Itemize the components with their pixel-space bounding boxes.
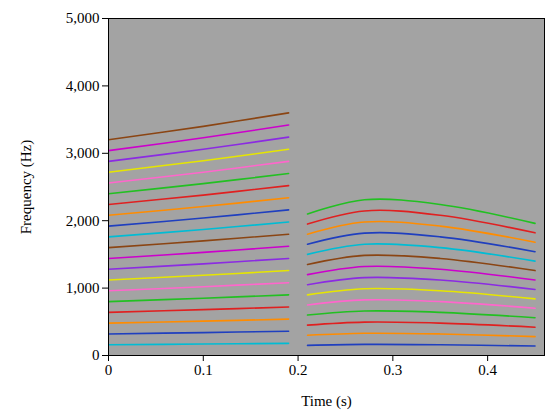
svg-text:1,000: 1,000 — [66, 280, 100, 296]
svg-text:0.3: 0.3 — [383, 362, 402, 378]
svg-text:0: 0 — [92, 347, 100, 363]
svg-text:3,000: 3,000 — [66, 145, 100, 161]
svg-text:0.2: 0.2 — [289, 362, 308, 378]
svg-text:0: 0 — [105, 362, 113, 378]
svg-text:2,000: 2,000 — [66, 213, 100, 229]
svg-text:4,000: 4,000 — [66, 78, 100, 94]
svg-text:0.1: 0.1 — [194, 362, 213, 378]
svg-text:Time (s): Time (s) — [301, 393, 352, 410]
svg-text:5,000: 5,000 — [66, 10, 100, 26]
svg-text:0.4: 0.4 — [478, 362, 497, 378]
svg-text:Frequency (Hz): Frequency (Hz) — [18, 140, 35, 235]
